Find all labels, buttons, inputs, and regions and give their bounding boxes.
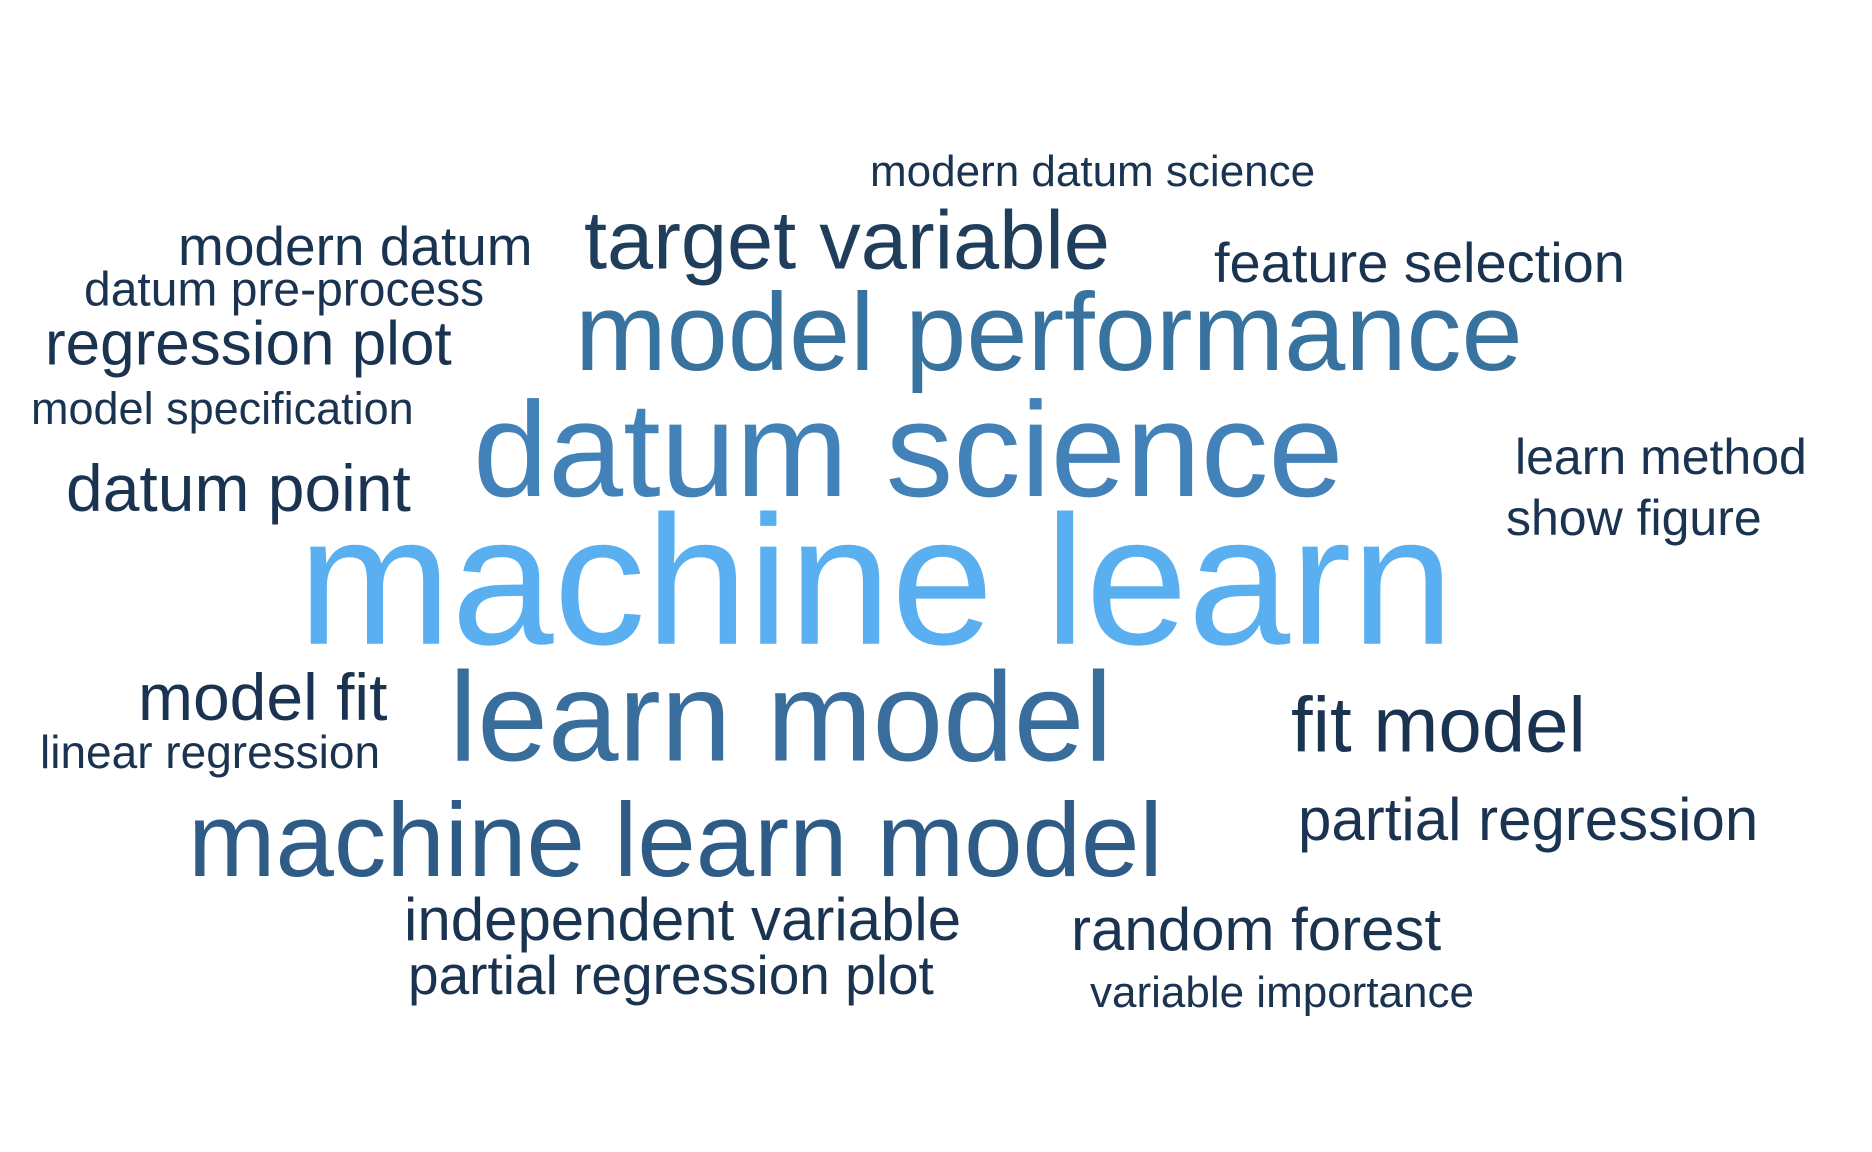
word-model-performance: model performance: [575, 271, 1523, 394]
word-modern-datum: modern datum: [178, 215, 533, 277]
word-learn-method: learn method: [1515, 429, 1807, 485]
word-partial-regression-plot: partial regression plot: [408, 944, 934, 1006]
word-variable-importance: variable importance: [1090, 967, 1474, 1017]
word-linear-regression: linear regression: [40, 726, 381, 779]
word-partial-regression: partial regression: [1298, 786, 1759, 853]
word-feature-selection: feature selection: [1214, 231, 1625, 295]
word-independent-variable: independent variable: [404, 886, 962, 953]
word-show-figure: show figure: [1506, 490, 1762, 546]
word-target-variable: target variable: [584, 193, 1110, 287]
word-datum-science: datum science: [473, 374, 1344, 525]
word-machine-learn-model: machine learn model: [188, 782, 1163, 899]
word-modern-datum-science: modern datum science: [870, 146, 1316, 196]
word-learn-model: learn model: [449, 645, 1113, 788]
word-datum-point: datum point: [66, 451, 411, 526]
word-regression-plot: regression plot: [45, 309, 452, 379]
word-datum-pre-process: datum pre-process: [84, 263, 485, 317]
word-fit-model: fit model: [1291, 680, 1586, 769]
word-model-fit: model fit: [138, 660, 388, 735]
word-model-specification: model specification: [31, 383, 414, 434]
word-machine-learn: machine learn: [298, 476, 1454, 683]
word-random-forest: random forest: [1071, 896, 1442, 963]
